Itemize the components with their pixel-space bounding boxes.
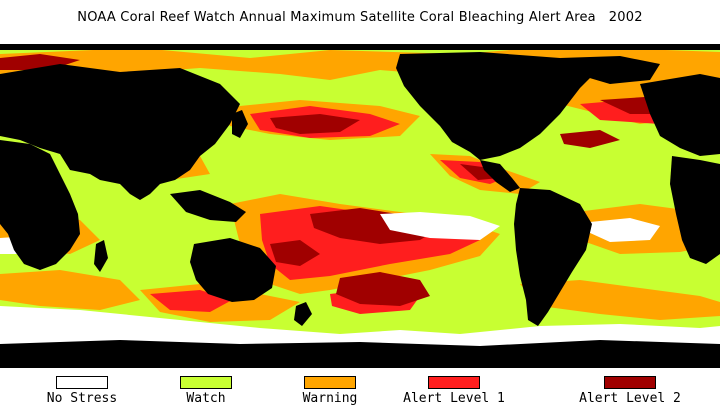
eurasia: [0, 64, 240, 200]
world-map-svg: [0, 44, 720, 368]
arctic-edge: [0, 44, 720, 50]
africa-west-wrap: [670, 156, 720, 264]
legend: No Stress Watch Warning Alert Level 1 Al…: [0, 376, 720, 411]
bleaching-alert-map: [0, 44, 720, 368]
japan: [232, 110, 248, 138]
legend-swatch-alert-level-2: [604, 376, 656, 389]
map-title: NOAA Coral Reef Watch Annual Maximum Sat…: [77, 10, 643, 25]
new-zealand: [294, 302, 312, 326]
europe-east-wrap: [640, 74, 720, 156]
legend-swatch-warning: [304, 376, 356, 389]
legend-item-alert-level-1: Alert Level 1: [384, 376, 524, 411]
legend-label-alert-level-1: Alert Level 1: [403, 391, 505, 406]
antarctica: [0, 340, 720, 368]
legend-swatch-no-stress: [56, 376, 108, 389]
madagascar: [94, 240, 108, 272]
australia: [190, 238, 276, 302]
land-masses: [0, 44, 720, 368]
north-america: [396, 52, 600, 160]
legend-swatch-alert-level-1: [428, 376, 480, 389]
legend-item-alert-level-2: Alert Level 2: [560, 376, 700, 411]
legend-label-watch: Watch: [186, 391, 226, 406]
africa: [0, 140, 80, 270]
central-america: [480, 160, 520, 192]
legend-item-watch: Watch: [136, 376, 276, 411]
legend-item-warning: Warning: [260, 376, 400, 411]
legend-label-alert-level-2: Alert Level 2: [579, 391, 681, 406]
south-america: [514, 188, 592, 326]
se-asia-islands: [170, 190, 246, 222]
greenland: [560, 56, 660, 84]
legend-swatch-watch: [180, 376, 232, 389]
legend-label-no-stress: No Stress: [46, 391, 118, 406]
legend-item-no-stress: No Stress: [12, 376, 152, 411]
legend-label-warning: Warning: [302, 391, 358, 406]
